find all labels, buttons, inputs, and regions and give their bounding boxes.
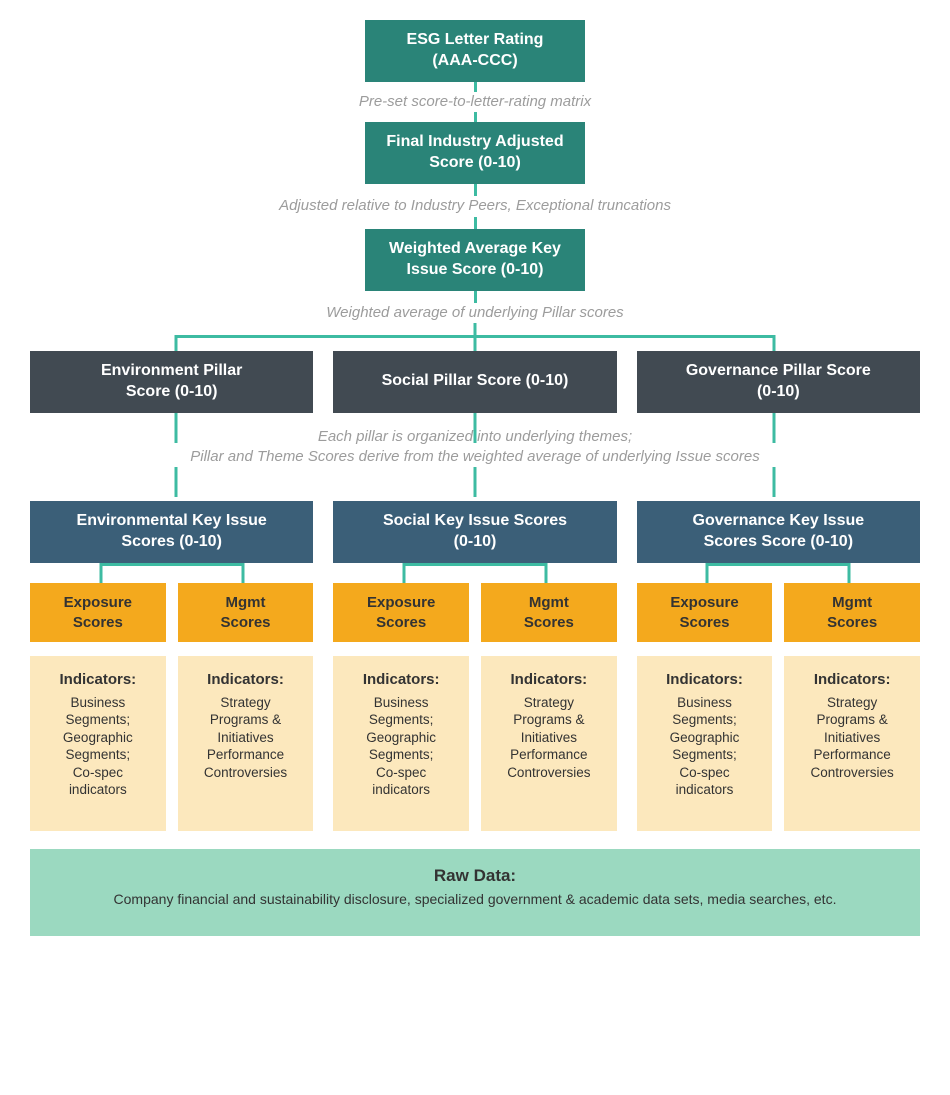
indicators-title: Indicators: <box>363 670 440 690</box>
connector <box>474 112 477 122</box>
node-mgmt-scores: MgmtScores <box>784 583 920 642</box>
indicators-body: BusinessSegments;GeographicSegments;Co-s… <box>366 695 436 798</box>
node-final-adjusted-score: Final Industry AdjustedScore (0-10) <box>365 122 585 184</box>
col-environment: Environmental Key IssueScores (0-10) Exp… <box>30 501 313 831</box>
indicators-title: Indicators: <box>666 670 743 690</box>
node-gov-key-issue: Governance Key IssueScores Score (0-10) <box>637 501 920 563</box>
indicators-body: StrategyPrograms &InitiativesPerformance… <box>811 695 894 780</box>
node-gov-pillar: Governance Pillar Score(0-10) <box>637 351 920 413</box>
indicators-body: BusinessSegments;GeographicSegments;Co-s… <box>63 695 133 798</box>
indicators-title: Indicators: <box>507 670 590 690</box>
caption-weighted-avg: Weighted average of underlying Pillar sc… <box>30 303 920 323</box>
node-social-pillar: Social Pillar Score (0-10) <box>333 351 616 413</box>
indicators-body: BusinessSegments;GeographicSegments;Co-s… <box>670 695 740 798</box>
connector-fork <box>637 563 920 583</box>
connector <box>474 291 477 303</box>
indicators-body: StrategyPrograms &InitiativesPerformance… <box>507 695 590 780</box>
connector-fork <box>333 563 616 583</box>
node-indicators-mgmt: Indicators: StrategyPrograms &Initiative… <box>481 656 617 831</box>
node-indicators-exposure: Indicators: BusinessSegments;GeographicS… <box>30 656 166 831</box>
node-mgmt-scores: MgmtScores <box>178 583 314 642</box>
indicators-title: Indicators: <box>59 670 136 690</box>
caption-score-to-letter: Pre-set score-to-letter-rating matrix <box>30 92 920 112</box>
node-exposure-scores: ExposureScores <box>30 583 166 642</box>
connector <box>30 413 920 427</box>
indicators-body: StrategyPrograms &InitiativesPerformance… <box>204 695 287 780</box>
indicators-title: Indicators: <box>204 670 287 690</box>
connector <box>30 467 920 501</box>
node-raw-data: Raw Data: Company financial and sustaina… <box>30 849 920 936</box>
node-env-pillar: Environment PillarScore (0-10) <box>30 351 313 413</box>
caption-industry-adjust: Adjusted relative to Industry Peers, Exc… <box>30 196 920 216</box>
node-exposure-scores: ExposureScores <box>333 583 469 642</box>
node-weighted-avg-score: Weighted Average KeyIssue Score (0-10) <box>365 229 585 291</box>
row-pillars: Environment PillarScore (0-10) Social Pi… <box>30 351 920 413</box>
raw-data-title: Raw Data: <box>434 866 516 885</box>
node-indicators-mgmt: Indicators: StrategyPrograms &Initiative… <box>784 656 920 831</box>
caption-pillar-themes-2: Pillar and Theme Scores derive from the … <box>30 447 920 467</box>
node-social-key-issue: Social Key Issue Scores(0-10) <box>333 501 616 563</box>
connector <box>474 217 477 229</box>
node-exposure-scores: ExposureScores <box>637 583 773 642</box>
col-governance: Governance Key IssueScores Score (0-10) … <box>637 501 920 831</box>
indicators-title: Indicators: <box>811 670 894 690</box>
connector <box>474 82 477 92</box>
node-indicators-exposure: Indicators: BusinessSegments;GeographicS… <box>333 656 469 831</box>
esg-hierarchy-diagram: ESG Letter Rating(AAA-CCC) Pre-set score… <box>30 20 920 936</box>
node-indicators-exposure: Indicators: BusinessSegments;GeographicS… <box>637 656 773 831</box>
node-esg-rating: ESG Letter Rating(AAA-CCC) <box>365 20 585 82</box>
raw-data-body: Company financial and sustainability dis… <box>114 890 837 908</box>
row-issue-columns: Environmental Key IssueScores (0-10) Exp… <box>30 501 920 831</box>
node-mgmt-scores: MgmtScores <box>481 583 617 642</box>
connector <box>474 184 477 196</box>
node-env-key-issue: Environmental Key IssueScores (0-10) <box>30 501 313 563</box>
node-indicators-mgmt: Indicators: StrategyPrograms &Initiative… <box>178 656 314 831</box>
connector-fork-pillars <box>30 323 920 351</box>
connector-fork <box>30 563 313 583</box>
col-social: Social Key Issue Scores(0-10) ExposureSc… <box>333 501 616 831</box>
